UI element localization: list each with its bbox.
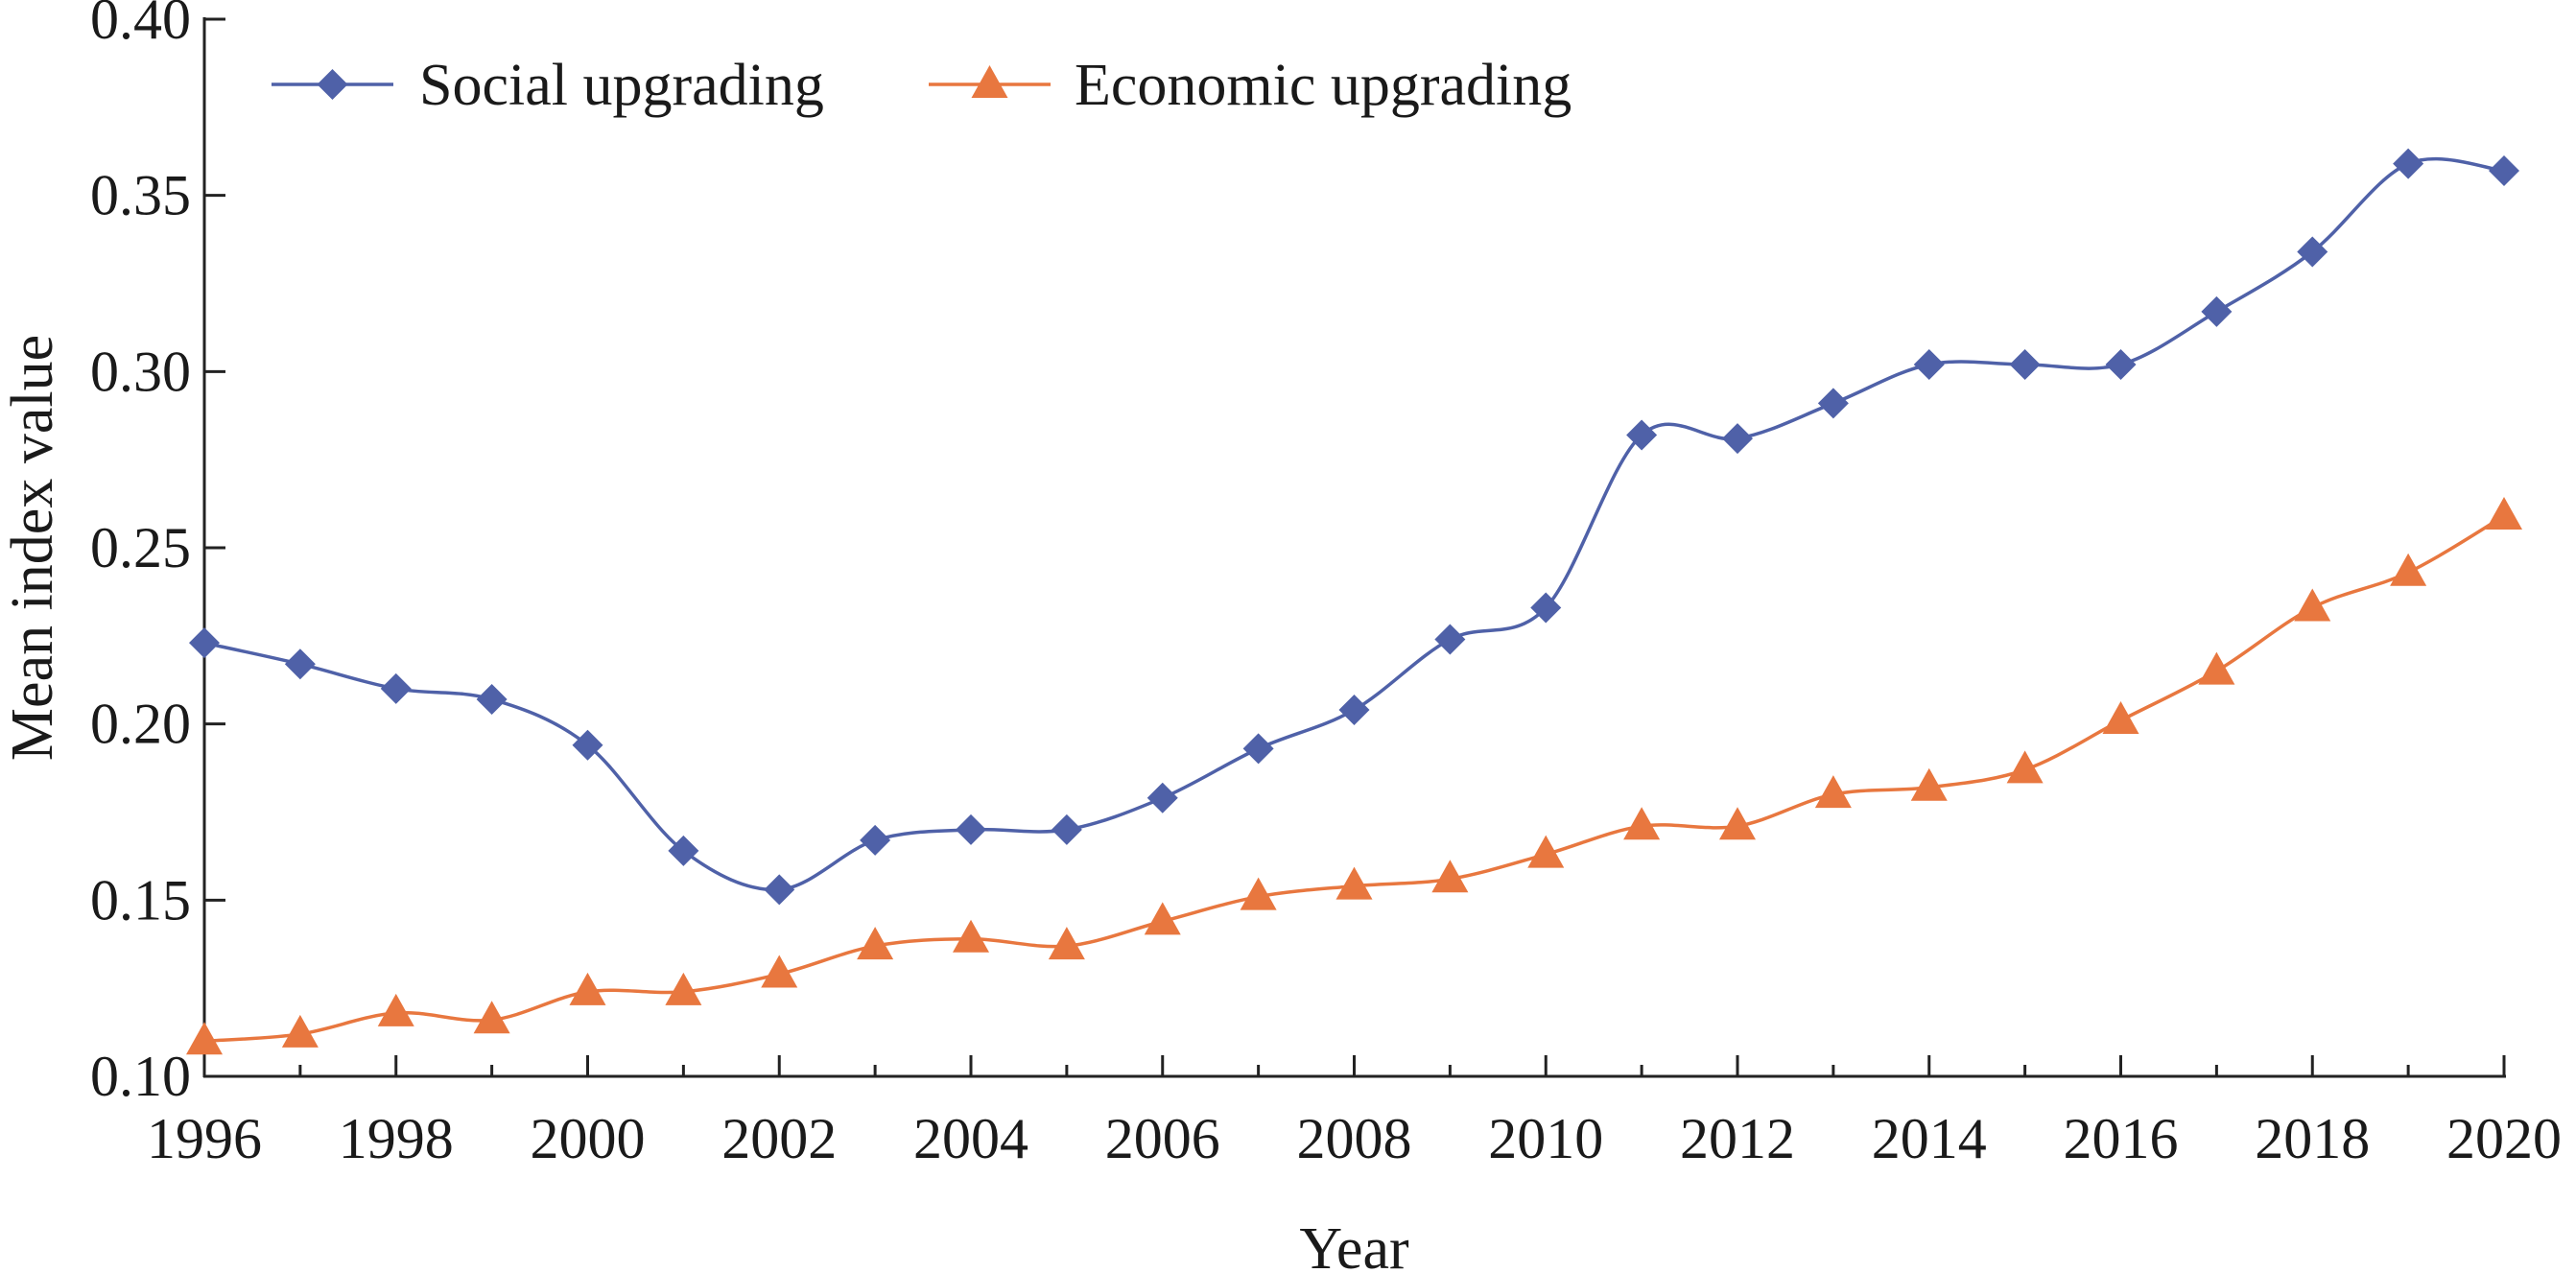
x-tick-label: 2004 bbox=[913, 1107, 1028, 1170]
data-point-social-upgrading bbox=[476, 683, 508, 715]
data-point-economic-upgrading bbox=[2198, 651, 2235, 685]
data-point-social-upgrading bbox=[2105, 348, 2137, 380]
data-point-economic-upgrading bbox=[569, 972, 606, 1005]
legend-item-economic-upgrading: Economic upgrading bbox=[929, 53, 1572, 118]
x-tick-label: 2006 bbox=[1105, 1107, 1220, 1170]
data-point-social-upgrading bbox=[2297, 236, 2328, 268]
x-tick-label: 1996 bbox=[147, 1107, 262, 1170]
data-point-economic-upgrading bbox=[473, 1001, 510, 1034]
y-tick-label: 0.25 bbox=[90, 516, 191, 579]
x-tick-label: 2016 bbox=[2064, 1107, 2179, 1170]
series-line-economic-upgrading bbox=[203, 514, 2505, 1044]
data-point-economic-upgrading bbox=[1623, 807, 1661, 840]
data-point-economic-upgrading bbox=[2294, 588, 2331, 622]
data-point-social-upgrading bbox=[1817, 388, 1849, 419]
y-tick-label: 0.35 bbox=[90, 164, 191, 227]
data-point-social-upgrading bbox=[1434, 624, 1466, 655]
data-point-economic-upgrading bbox=[1144, 902, 1181, 935]
data-point-social-upgrading bbox=[284, 648, 316, 680]
data-point-economic-upgrading bbox=[281, 1014, 319, 1048]
data-point-economic-upgrading bbox=[857, 927, 894, 960]
data-point-social-upgrading bbox=[1626, 419, 1658, 451]
series-line-social-upgrading bbox=[203, 156, 2505, 892]
data-point-social-upgrading bbox=[1530, 592, 1562, 624]
series-economic-upgrading bbox=[186, 496, 2522, 1055]
data-point-economic-upgrading bbox=[1048, 927, 1085, 960]
data-point-social-upgrading bbox=[956, 813, 986, 845]
data-point-economic-upgrading bbox=[1431, 860, 1469, 893]
data-point-economic-upgrading bbox=[1910, 767, 1948, 801]
x-axis-title: Year bbox=[1299, 1216, 1409, 1273]
data-point-social-upgrading bbox=[2009, 348, 2041, 380]
data-point-economic-upgrading bbox=[1527, 835, 1565, 868]
data-point-social-upgrading bbox=[860, 824, 891, 856]
y-tick-label: 0.40 bbox=[90, 0, 191, 51]
data-point-economic-upgrading bbox=[1814, 775, 1852, 809]
data-point-economic-upgrading bbox=[2486, 496, 2522, 530]
data-point-economic-upgrading bbox=[761, 955, 798, 988]
legend-label: Social upgrading bbox=[419, 53, 824, 118]
x-ticks: 1996 1998 2000 2002 2004 2006 2008 2010 2012 2014… bbox=[147, 1055, 2562, 1170]
data-point-social-upgrading bbox=[1338, 694, 1370, 725]
data-point-social-upgrading bbox=[1913, 348, 1945, 380]
y-tick-label: 0.30 bbox=[90, 340, 191, 403]
legend-label: Economic upgrading bbox=[1075, 53, 1572, 118]
x-tick-label: 2020 bbox=[2446, 1107, 2562, 1170]
data-point-social-upgrading bbox=[2393, 148, 2424, 179]
data-point-social-upgrading bbox=[1242, 733, 1274, 765]
data-point-social-upgrading bbox=[1722, 423, 1753, 455]
y-tick-label: 0.15 bbox=[90, 868, 191, 931]
legend-marker bbox=[971, 65, 1008, 98]
data-point-economic-upgrading bbox=[186, 1022, 223, 1055]
x-tick-label: 2000 bbox=[531, 1107, 646, 1170]
y-tick-label: 0.20 bbox=[90, 693, 191, 756]
legend-marker bbox=[317, 69, 348, 100]
data-point-economic-upgrading bbox=[1719, 807, 1756, 840]
x-tick-label: 2014 bbox=[1872, 1107, 1987, 1170]
data-point-social-upgrading bbox=[2489, 154, 2519, 186]
data-point-social-upgrading bbox=[1051, 813, 1082, 845]
data-point-economic-upgrading bbox=[2390, 553, 2427, 586]
legend: Social upgrading Economic upgrading bbox=[272, 53, 1572, 118]
legend-item-social-upgrading: Social upgrading bbox=[272, 53, 824, 118]
data-point-social-upgrading bbox=[380, 672, 412, 704]
data-point-social-upgrading bbox=[189, 627, 220, 659]
data-point-economic-upgrading bbox=[377, 993, 414, 1026]
series-layer bbox=[186, 148, 2522, 1055]
data-point-economic-upgrading bbox=[2006, 750, 2044, 784]
series-social-upgrading bbox=[189, 148, 2519, 906]
y-ticks: 0.10 0.15 0.20 0.25 0.30 0.35 0.40 bbox=[90, 0, 225, 1108]
data-point-economic-upgrading bbox=[1240, 877, 1277, 910]
x-tick-label: 2018 bbox=[2255, 1107, 2370, 1170]
data-point-social-upgrading bbox=[668, 835, 699, 866]
x-tick-label: 2010 bbox=[1488, 1107, 1603, 1170]
y-tick-label: 0.10 bbox=[90, 1045, 191, 1108]
data-point-social-upgrading bbox=[2201, 295, 2233, 327]
data-point-social-upgrading bbox=[764, 874, 795, 906]
x-tick-label: 1998 bbox=[339, 1107, 454, 1170]
y-axis-title: Mean index value bbox=[0, 335, 65, 761]
data-point-economic-upgrading bbox=[2102, 700, 2139, 734]
axes bbox=[202, 17, 2506, 1078]
data-point-economic-upgrading bbox=[953, 919, 989, 953]
x-tick-label: 2012 bbox=[1680, 1107, 1795, 1170]
data-point-economic-upgrading bbox=[665, 972, 702, 1005]
data-point-social-upgrading bbox=[572, 729, 603, 761]
data-point-social-upgrading bbox=[1146, 782, 1178, 813]
x-tick-label: 2002 bbox=[721, 1107, 837, 1170]
x-tick-label: 2008 bbox=[1297, 1107, 1412, 1170]
data-point-economic-upgrading bbox=[1335, 866, 1373, 900]
